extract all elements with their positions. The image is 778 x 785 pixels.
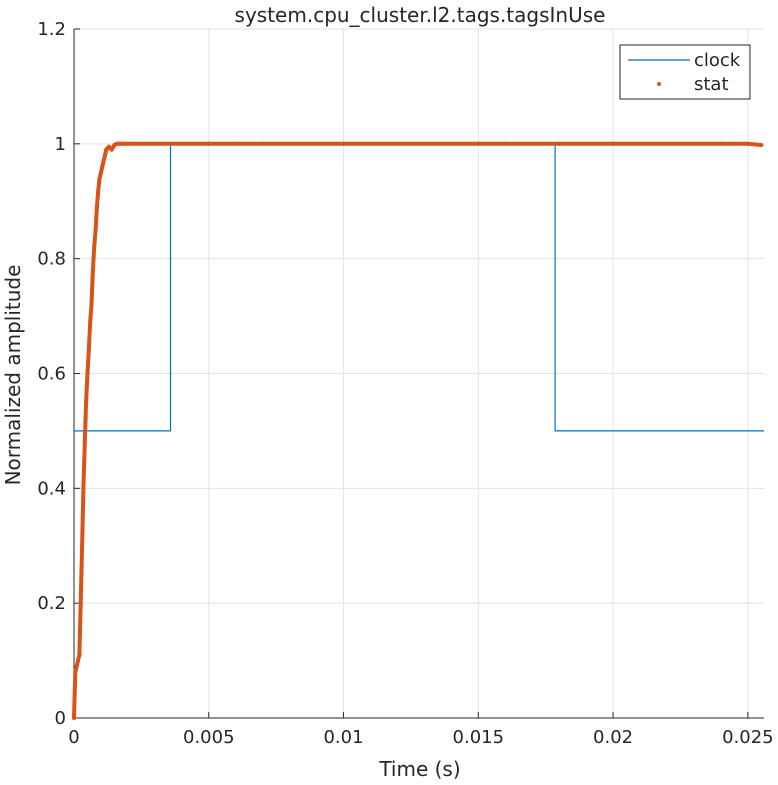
data-point-stat xyxy=(74,664,79,669)
data-point-stat xyxy=(99,170,103,175)
data-point-stat xyxy=(78,601,83,606)
data-point-stat xyxy=(125,141,130,146)
data-point-stat xyxy=(557,141,562,146)
y-tick-label: 0.4 xyxy=(37,478,66,499)
data-point-stat xyxy=(92,245,97,250)
data-point-stat xyxy=(85,371,90,376)
data-point-stat xyxy=(395,141,400,146)
data-point-stat xyxy=(503,141,508,146)
data-point-stat xyxy=(139,141,144,146)
data-point-stat xyxy=(97,176,102,181)
data-point-stat xyxy=(287,141,292,146)
x-axis-label: Time (s) xyxy=(378,757,460,781)
data-point-stat xyxy=(73,670,78,675)
data-point-stat xyxy=(77,652,82,657)
data-point-stat xyxy=(530,141,535,146)
data-point-stat xyxy=(86,348,91,353)
legend-label-clock: clock xyxy=(694,50,741,71)
data-point-stat xyxy=(82,440,87,445)
data-point-stat xyxy=(72,716,76,720)
data-point-stat xyxy=(665,141,669,146)
legend: clock stat xyxy=(619,44,751,100)
y-axis-label: Normalized amplitude xyxy=(1,265,25,486)
data-point-stat xyxy=(94,205,99,209)
data-point-stat xyxy=(76,658,80,663)
data-point-stat xyxy=(100,164,105,169)
data-point-stat xyxy=(81,486,86,491)
data-point-stat xyxy=(314,141,319,146)
x-tick-label: 0.01 xyxy=(323,727,363,748)
x-tick-label: 0.005 xyxy=(183,727,235,748)
y-tick-label: 0.2 xyxy=(37,593,66,614)
data-point-stat xyxy=(109,147,114,152)
data-point-stat xyxy=(179,141,184,146)
plot-area: 0 0.005 0.01 0.015 0.02 0.025 0 0.2 0.4 0.6 0.8 1 1.… xyxy=(37,19,773,748)
data-point-stat xyxy=(93,228,98,232)
data-point-stat xyxy=(260,141,265,146)
data-point-stat xyxy=(89,302,94,307)
data-point-stat xyxy=(638,141,642,146)
data-point-stat xyxy=(206,141,211,146)
data-point-stat xyxy=(691,141,696,146)
data-point-stat xyxy=(368,141,373,146)
data-point-stat xyxy=(718,141,723,146)
data-point-stat xyxy=(80,543,85,548)
data-point-stat xyxy=(103,153,107,158)
data-point-stat xyxy=(152,141,157,146)
data-point-stat xyxy=(88,319,93,324)
data-point-stat xyxy=(422,141,427,146)
data-point-stat xyxy=(449,141,454,146)
data-point-stat xyxy=(745,141,750,146)
data-point-stat xyxy=(90,268,95,273)
chart-title: system.cpu_cluster.l2.tags.tagsInUse xyxy=(235,3,606,27)
data-point-stat xyxy=(84,400,89,405)
legend-box xyxy=(619,44,751,100)
data-point-stat xyxy=(107,144,111,149)
y-tick-label: 0.6 xyxy=(37,364,66,385)
data-point-stat xyxy=(341,141,346,146)
data-point-stat xyxy=(611,141,616,146)
data-point-stat xyxy=(101,159,106,164)
data-point-stat xyxy=(96,187,101,192)
data-point-stat xyxy=(759,143,764,147)
legend-swatch-stat xyxy=(657,82,661,86)
x-tick-label: 0.025 xyxy=(722,727,774,748)
y-tick-label: 1 xyxy=(55,134,66,155)
x-tick-label: 0 xyxy=(68,727,79,748)
data-point-stat xyxy=(584,141,589,146)
x-tick-label: 0.02 xyxy=(593,727,633,748)
data-point-stat xyxy=(131,141,136,146)
x-tick-label: 0.015 xyxy=(453,727,505,748)
legend-label-stat: stat xyxy=(694,74,729,95)
data-point-stat xyxy=(476,141,481,146)
y-tick-label: 0.8 xyxy=(37,249,66,270)
data-point-stat xyxy=(104,147,109,152)
y-tick-label: 0 xyxy=(55,708,66,729)
data-point-stat xyxy=(233,141,238,146)
y-tick-label: 1.2 xyxy=(37,19,66,40)
